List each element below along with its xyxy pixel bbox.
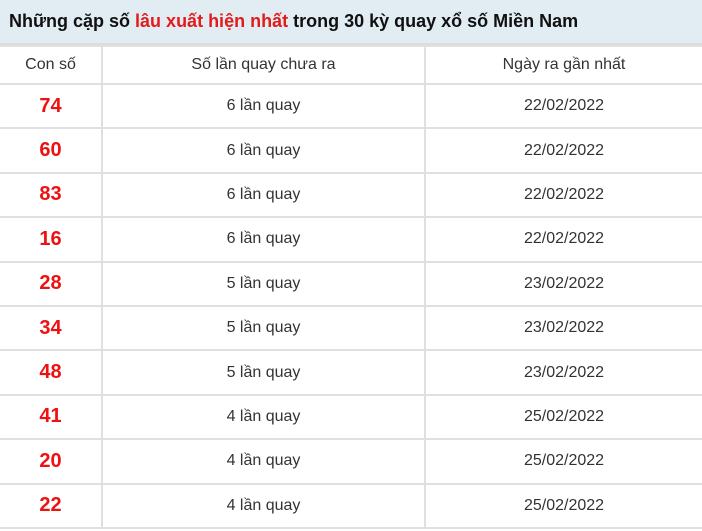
- date-cell: 23/02/2022: [424, 260, 702, 307]
- number-cell: 48: [0, 349, 103, 396]
- title-part1: Những cặp số: [9, 11, 136, 31]
- table-row: 20 4 lần quay 25/02/2022: [0, 438, 702, 485]
- count-cell: 4 lần quay: [101, 438, 426, 485]
- table-row: 28 5 lần quay 23/02/2022: [0, 260, 702, 307]
- table-title: Những cặp số lâu xuất hiện nhất trong 30…: [0, 0, 702, 45]
- count-cell: 6 lần quay: [101, 82, 426, 130]
- table-row: 16 6 lần quay 22/02/2022: [0, 216, 702, 263]
- table-row: 83 6 lần quay 22/02/2022: [0, 171, 702, 219]
- date-cell: 25/02/2022: [424, 482, 702, 529]
- count-cell: 4 lần quay: [101, 393, 426, 441]
- number-cell: 28: [0, 260, 103, 307]
- date-cell: 25/02/2022: [424, 393, 702, 441]
- header-count: Số lần quay chưa ra: [101, 45, 426, 85]
- count-cell: 4 lần quay: [101, 482, 426, 529]
- date-cell: 22/02/2022: [424, 171, 702, 219]
- count-cell: 5 lần quay: [101, 304, 426, 352]
- header-row: Con số Số lần quay chưa ra Ngày ra gần n…: [0, 45, 702, 85]
- date-cell: 22/02/2022: [424, 82, 702, 130]
- number-cell: 83: [0, 171, 103, 219]
- number-cell: 34: [0, 304, 103, 352]
- number-cell: 74: [0, 82, 103, 130]
- count-cell: 6 lần quay: [101, 216, 426, 263]
- number-cell: 16: [0, 216, 103, 263]
- table-row: 60 6 lần quay 22/02/2022: [0, 127, 702, 174]
- stats-table: Con số Số lần quay chưa ra Ngày ra gần n…: [0, 45, 702, 529]
- table-row: 22 4 lần quay 25/02/2022: [0, 482, 702, 529]
- number-cell: 20: [0, 438, 103, 485]
- title-highlight: lâu xuất hiện nhất: [135, 11, 289, 31]
- table-row: 34 5 lần quay 23/02/2022: [0, 304, 702, 352]
- count-cell: 6 lần quay: [101, 171, 426, 219]
- number-cell: 60: [0, 127, 103, 174]
- count-cell: 6 lần quay: [101, 127, 426, 174]
- date-cell: 23/02/2022: [424, 304, 702, 352]
- table-row: 48 5 lần quay 23/02/2022: [0, 349, 702, 396]
- date-cell: 25/02/2022: [424, 438, 702, 485]
- date-cell: 23/02/2022: [424, 349, 702, 396]
- count-cell: 5 lần quay: [101, 349, 426, 396]
- number-cell: 41: [0, 393, 103, 441]
- number-cell: 22: [0, 482, 103, 529]
- header-number: Con số: [0, 45, 103, 85]
- date-cell: 22/02/2022: [424, 216, 702, 263]
- date-cell: 22/02/2022: [424, 127, 702, 174]
- table-row: 41 4 lần quay 25/02/2022: [0, 393, 702, 441]
- table-row: 74 6 lần quay 22/02/2022: [0, 82, 702, 130]
- count-cell: 5 lần quay: [101, 260, 426, 307]
- header-date: Ngày ra gần nhất: [424, 45, 702, 85]
- title-part2: trong 30 kỳ quay xổ số Miền Nam: [288, 11, 579, 31]
